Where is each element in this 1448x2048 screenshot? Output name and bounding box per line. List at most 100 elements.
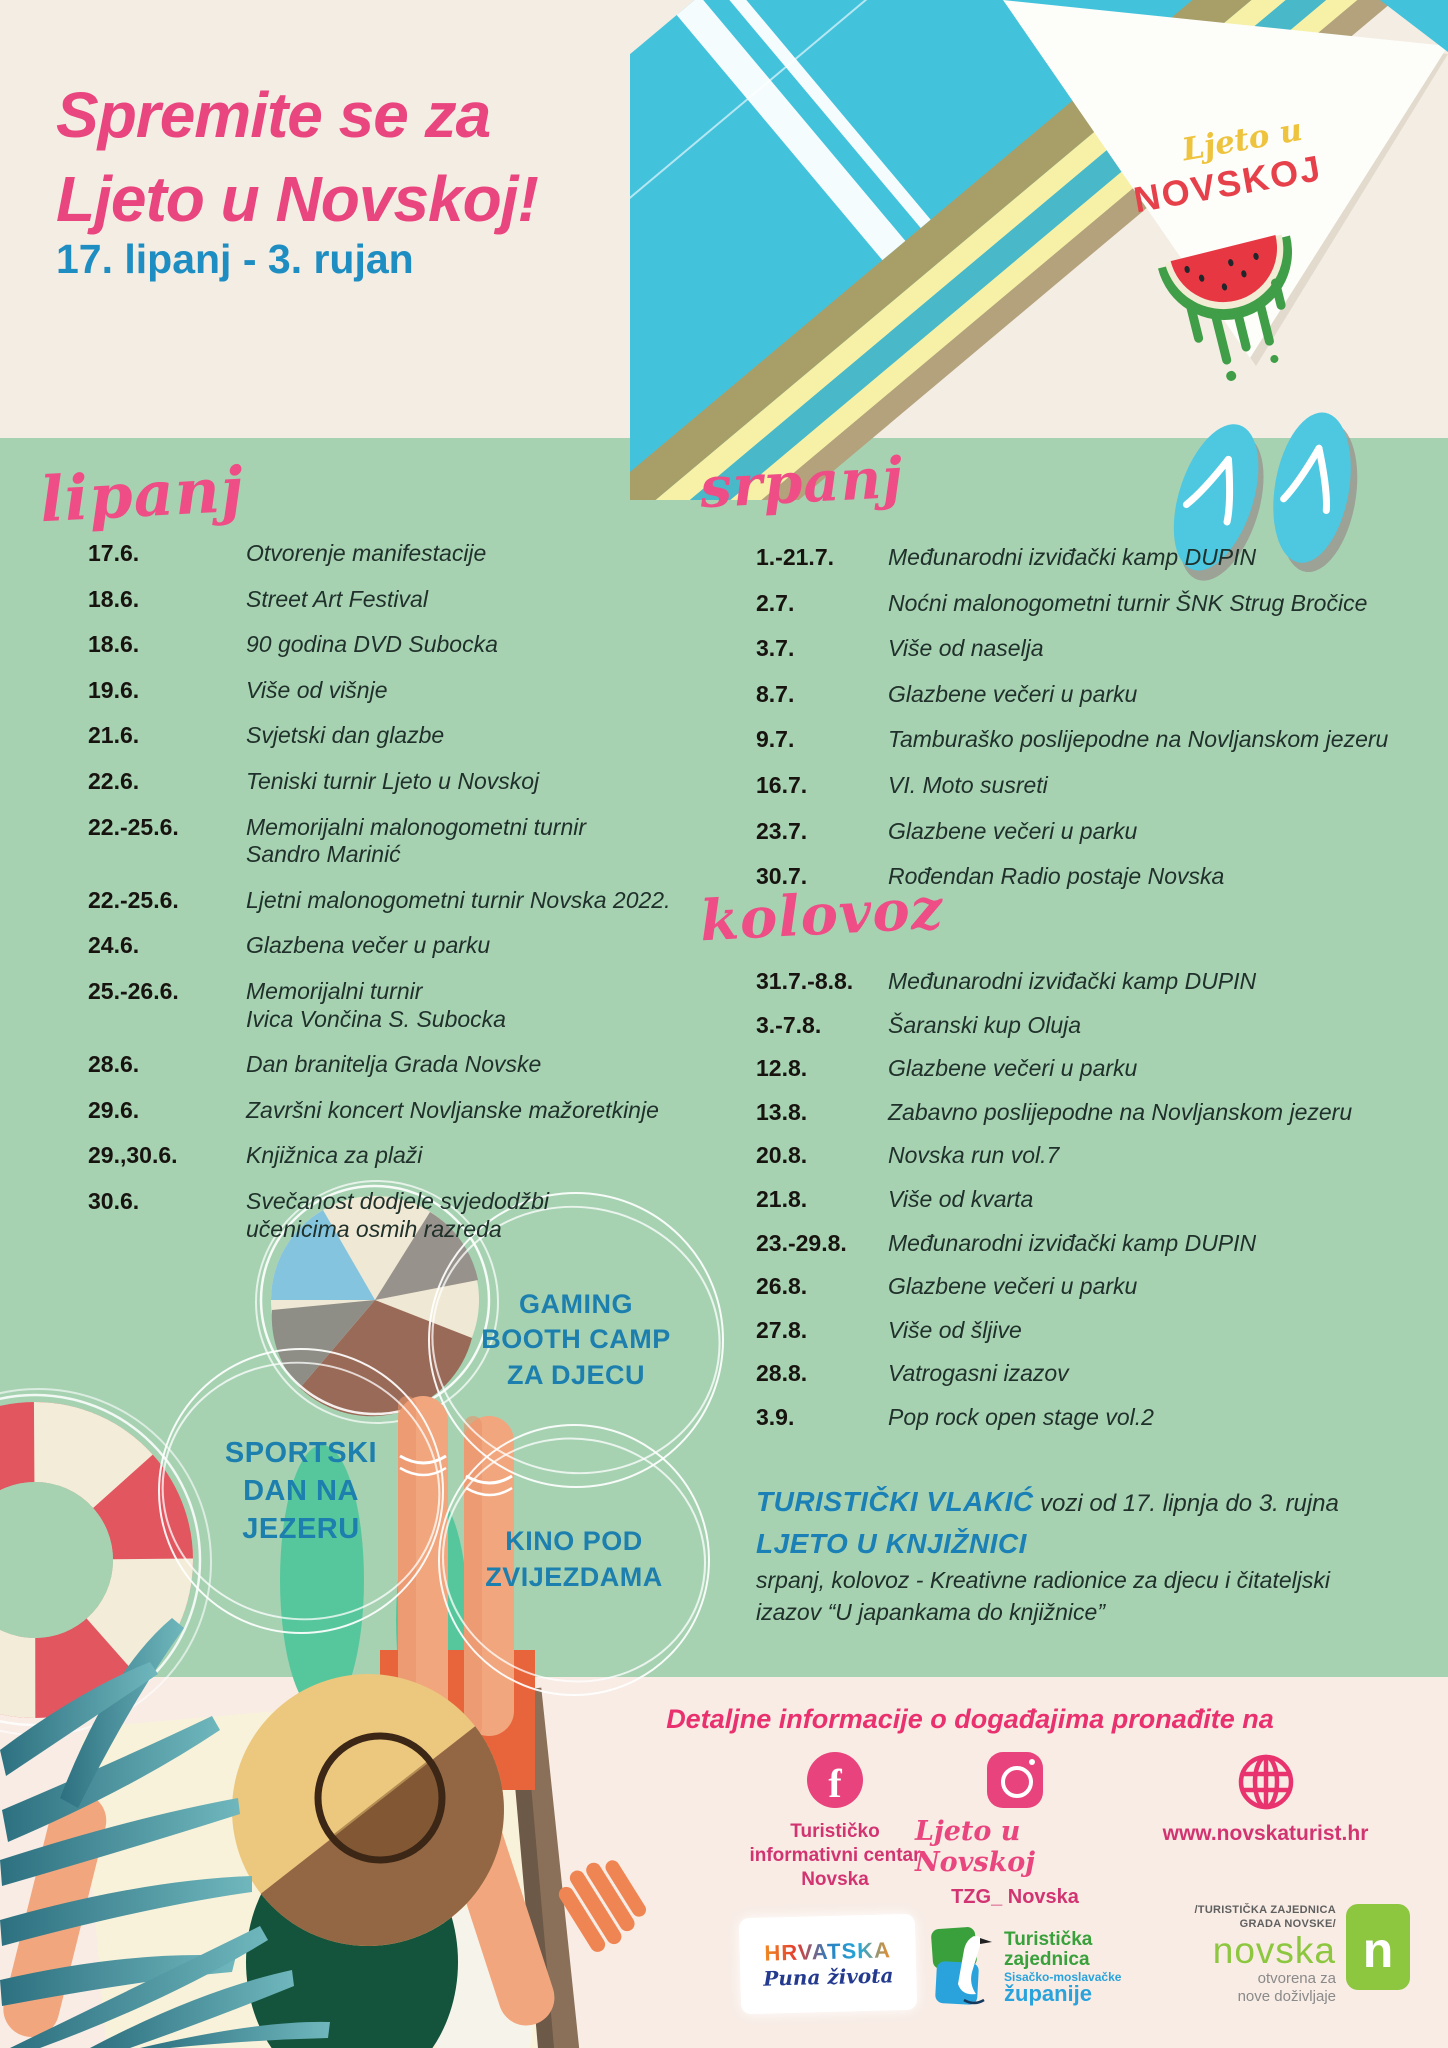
title-line2: Ljeto u Novskoj! [56, 163, 539, 236]
event-title: Više od višnje [246, 676, 388, 703]
event-row: 3.-7.8. Šaranski kup Oluja [756, 1012, 1436, 1040]
event-title: Pop rock open stage vol.2 [888, 1403, 1154, 1430]
event-title: Ljetni malonogometni turnir Novska 2022. [246, 886, 671, 913]
event-row: 27.8. Više od šljive [756, 1317, 1436, 1345]
event-row: 3.9. Pop rock open stage vol.2 [756, 1404, 1436, 1432]
event-title: Glazbene večeri u parku [888, 1273, 1138, 1300]
vlakic-text: vozi od 17. lipnja do 3. rujna [1040, 1490, 1339, 1517]
event-list-kolovoz: 31.7.-8.8. Međunarodni izviđački kamp DU… [756, 968, 1436, 1432]
event-title: Šaranski kup Oluja [888, 1011, 1082, 1038]
facebook-icon[interactable]: f [807, 1752, 863, 1808]
event-title: Međunarodni izviđački kamp DUPIN [888, 1229, 1257, 1256]
event-title: Svečanost dodjele svjedodžbi učenicima o… [246, 1187, 550, 1242]
extra-info: TURISTIČKI VLAKIĆ vozi od 17. lipnja do … [756, 1486, 1436, 1628]
event-date: 17.6. [88, 540, 140, 566]
hrvatska-logo: HRVATSKA Puna života [738, 1913, 918, 2015]
novska-wordmark: novska [1212, 1929, 1336, 1971]
event-title: 90 godina DVD Subocka [246, 631, 498, 658]
event-title: Rođendan Radio postaje Novska [888, 863, 1225, 890]
event-date: 3.7. [756, 635, 795, 662]
stork-logo-icon [931, 1927, 992, 2005]
instagram-lens [1001, 1766, 1033, 1798]
event-date: 30.6. [88, 1187, 140, 1214]
event-date: 13.8. [756, 1098, 808, 1125]
novska-small-caps: /TURISTIČKA ZAJEDNICA GRADA NOVSKE/ [1194, 1904, 1336, 1930]
event-row: 30.6. Svečanost dodjele svjedodžbi učeni… [88, 1188, 713, 1243]
tz-zupanije-logo: Turistička zajednica Sisačko-moslavačke … [930, 1922, 1165, 2014]
event-row: 3.7. Više od naselja [756, 635, 1421, 663]
badge-label: GAMING BOOTH CAMP ZA DJECU [481, 1288, 671, 1390]
event-date: 29.6. [88, 1096, 140, 1123]
event-title: Dan branitelja Grada Novske [246, 1051, 542, 1078]
tz-line1: Turistička [1004, 1929, 1093, 1951]
event-date: 9.7. [756, 726, 795, 753]
event-row: 22.-25.6. Ljetni malonogometni turnir No… [88, 887, 713, 915]
tz-line4: županije [1004, 1981, 1093, 2007]
event-date: 31.7.-8.8. [756, 968, 854, 994]
event-row: 22.6. Teniski turnir Ljeto u Novskoj [88, 768, 713, 796]
event-row: 9.7. Tamburaško poslijepodne na Novljans… [756, 726, 1421, 754]
instagram-script-label: Ljeto u Novskoj [915, 1816, 1036, 1878]
event-date: 16.7. [756, 771, 808, 798]
hrvatska-wordmark: HRVATSKA [764, 1937, 892, 1966]
event-title: Memorijalni turnir Ivica Vončina S. Subo… [246, 977, 506, 1032]
novska-logo: /TURISTIČKA ZAJEDNICA GRADA NOVSKE/ novs… [1178, 1904, 1410, 2005]
badge-gaming-booth-camp: GAMING BOOTH CAMP ZA DJECU [428, 1192, 724, 1488]
event-list-lipanj: 17.6. Otvorenje manifestacije 18.6. Stre… [88, 540, 713, 1243]
event-row: 22.-25.6. Memorijalni malonogometni turn… [88, 814, 713, 869]
badge-sportski-dan: SPORTSKI DAN NA JEZERU [158, 1348, 444, 1634]
event-row: 29.6. Završni koncert Novljanske mažoret… [88, 1097, 713, 1125]
instagram-handle: TZG_ Novska [951, 1886, 1079, 1908]
event-date: 26.8. [756, 1273, 808, 1300]
tz-line2: zajednica [1004, 1948, 1090, 1970]
watermelon-icon [1158, 234, 1292, 381]
hand [558, 1860, 646, 1952]
event-row: 23.-29.8. Međunarodni izviđački kamp DUP… [756, 1230, 1436, 1258]
event-row: 30.7. Rođendan Radio postaje Novska [756, 863, 1421, 891]
beach-towel-illustration: Ljeto u NOVSKOJ [630, 0, 1448, 500]
event-date: 19.6. [88, 676, 140, 703]
event-row: 18.6. Street Art Festival [88, 586, 713, 614]
event-title: Svjetski dan glazbe [246, 722, 445, 749]
event-title: Završni koncert Novljanske mažoretkinje [246, 1096, 659, 1123]
event-row: 18.6. 90 godina DVD Subocka [88, 631, 713, 659]
event-row: 13.8. Zabavno poslijepodne na Novljansko… [756, 1099, 1436, 1127]
event-date: 25.-26.6. [88, 977, 179, 1004]
event-date: 22.6. [88, 767, 140, 794]
page-title: Spremite se za Ljeto u Novskoj! [56, 73, 539, 242]
instagram-icon[interactable] [987, 1752, 1043, 1808]
event-row: 20.8. Novska run vol.7 [756, 1142, 1436, 1170]
facebook-contact[interactable]: f Turističko informativni centar Novska [740, 1752, 930, 1891]
novska-letter: n [1362, 1922, 1394, 1978]
badge-kino-pod-zvijezdama: KINO POD ZVIJEZDAMA [438, 1424, 710, 1696]
event-date: 27.8. [756, 1316, 808, 1343]
vlakic-line: TURISTIČKI VLAKIĆ vozi od 17. lipnja do … [756, 1486, 1436, 1518]
event-date: 18.6. [88, 631, 140, 658]
novska-tagline: otvorena za nove doživljaje [1237, 1970, 1336, 2005]
event-title: Više od naselja [888, 635, 1044, 662]
knjiznici-text: srpanj, kolovoz - Kreativne radionice za… [756, 1567, 1330, 1626]
month-header-lipanj: lipanj [38, 452, 246, 537]
novska-n-icon: n [1346, 1904, 1410, 1990]
event-title: Otvorenje manifestacije [246, 540, 487, 566]
globe-icon[interactable] [1236, 1752, 1296, 1812]
date-range: 17. lipanj - 3. rujan [56, 236, 414, 282]
website-contact[interactable]: www.novskaturist.hr [1148, 1752, 1383, 1846]
website-url[interactable]: www.novskaturist.hr [1162, 1822, 1369, 1845]
event-list-srpanj: 1.-21.7. Međunarodni izviđački kamp DUPI… [756, 544, 1421, 891]
instagram-contact[interactable]: Ljeto u Novskoj TZG_ Novska [915, 1752, 1115, 1909]
event-date: 30.7. [756, 863, 808, 890]
event-title: Međunarodni izviđački kamp DUPIN [888, 544, 1257, 570]
event-date: 23.-29.8. [756, 1229, 847, 1256]
event-date: 8.7. [756, 680, 795, 707]
event-row: 28.6. Dan branitelja Grada Novske [88, 1051, 713, 1079]
event-date: 22.-25.6. [88, 813, 179, 840]
flip-flops-icon [1173, 412, 1358, 581]
event-title: Više od kvarta [888, 1185, 1034, 1212]
event-row: 29.,30.6. Knjižnica za plaži [88, 1142, 713, 1170]
event-row: 1.-21.7. Međunarodni izviđački kamp DUPI… [756, 544, 1421, 572]
event-date: 23.7. [756, 817, 808, 844]
event-row: 2.7. Noćni malonogometni turnir ŠNK Stru… [756, 590, 1421, 618]
event-title: Novska run vol.7 [888, 1142, 1060, 1169]
event-row: 19.6. Više od višnje [88, 677, 713, 705]
